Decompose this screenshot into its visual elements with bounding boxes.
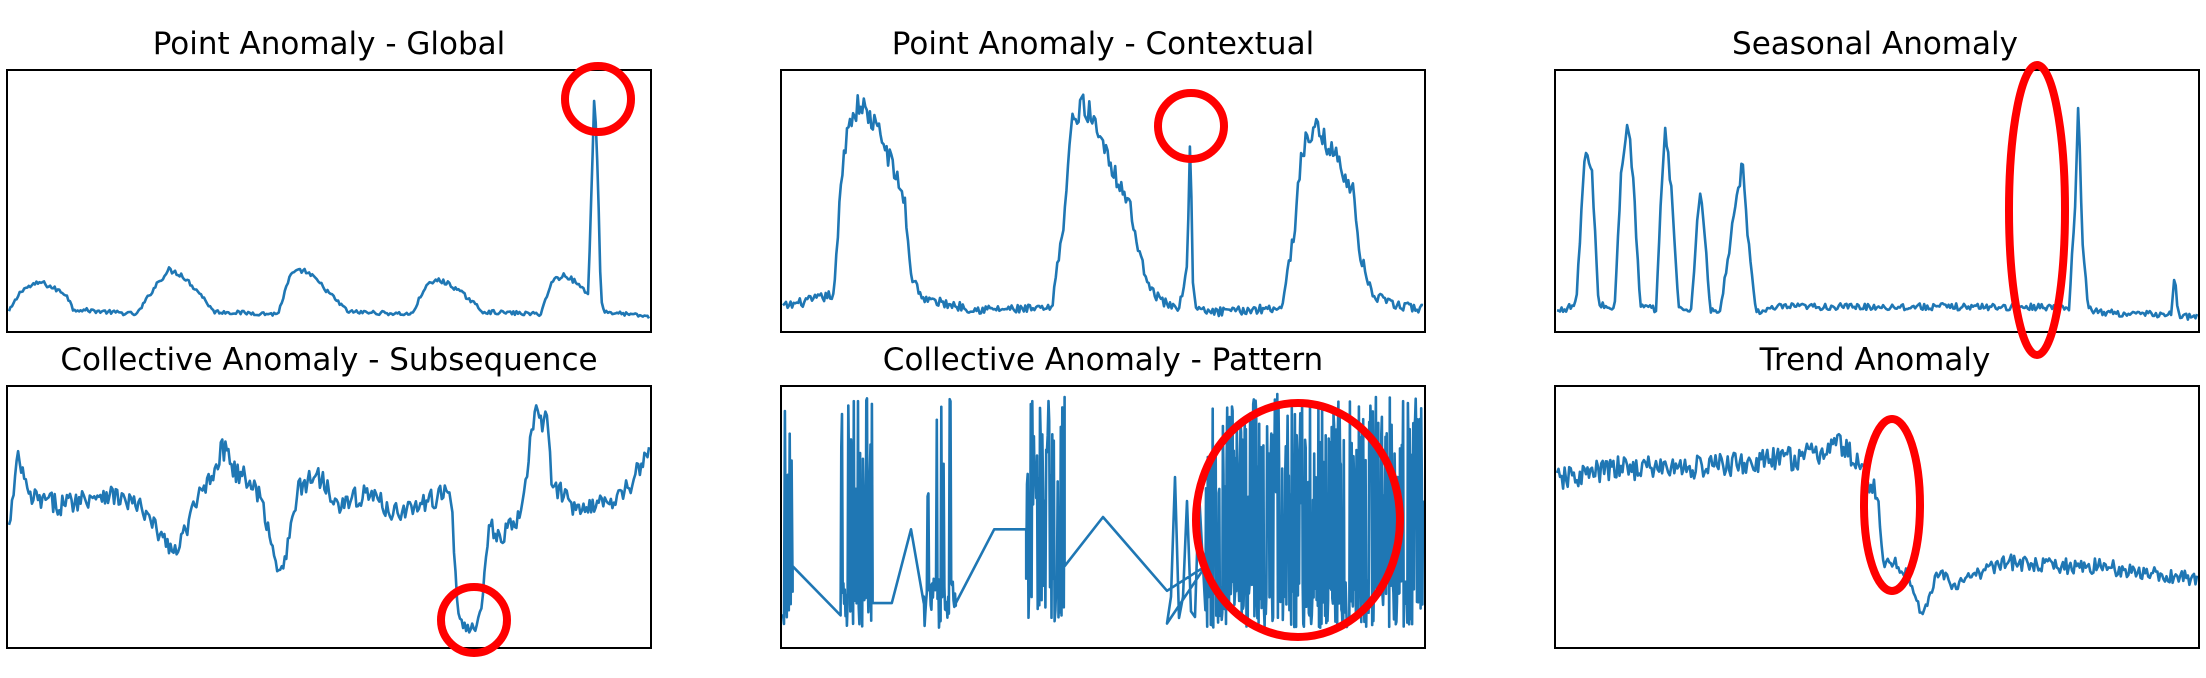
series-layer (7, 99, 651, 320)
series-layer (1556, 106, 2199, 321)
chart-title: Collective Anomaly - Subsequence (60, 342, 597, 378)
chart-title: Trend Anomaly (1759, 342, 1991, 378)
anomaly-marker-circle (1154, 89, 1228, 163)
chart-title: Point Anomaly - Global (153, 26, 506, 62)
anomaly-marker-ellipse (1860, 415, 1924, 595)
anomaly-marker-circle (561, 62, 635, 136)
chart-title: Point Anomaly - Contextual (892, 26, 1314, 62)
anomaly-marker-circle (1192, 399, 1404, 641)
series-line (1555, 432, 2199, 616)
panel-seasonal-anomaly: Seasonal Anomaly (1554, 26, 2200, 359)
plot-frame (780, 69, 1426, 333)
series-layer (7, 404, 651, 634)
series-line (7, 99, 651, 320)
anomaly-marker-ellipse (2005, 61, 2069, 359)
series-line (7, 404, 651, 634)
chart-title: Collective Anomaly - Pattern (883, 342, 1323, 378)
plot-frame (1554, 385, 2200, 649)
panel-point-anomaly-contextual: Point Anomaly - Contextual (780, 26, 1426, 333)
panel-point-anomaly-global: Point Anomaly - Global (6, 26, 652, 333)
plot-frame (6, 69, 652, 333)
series-layer (782, 93, 1424, 318)
series-line (781, 392, 1425, 629)
series-line (1556, 106, 2199, 321)
panel-collective-anomaly-subsequence: Collective Anomaly - Subsequence (6, 342, 652, 657)
panel-trend-anomaly: Trend Anomaly (1554, 342, 2200, 649)
plot-frame (1554, 69, 2200, 333)
anomaly-marker-circle (437, 583, 511, 657)
panel-collective-anomaly-pattern: Collective Anomaly - Pattern (780, 342, 1426, 649)
series-layer (781, 392, 1425, 629)
plot-frame (6, 385, 652, 649)
chart-title: Seasonal Anomaly (1732, 26, 2018, 62)
plot-frame (780, 385, 1426, 649)
series-layer (1555, 432, 2199, 616)
series-line (782, 93, 1424, 318)
